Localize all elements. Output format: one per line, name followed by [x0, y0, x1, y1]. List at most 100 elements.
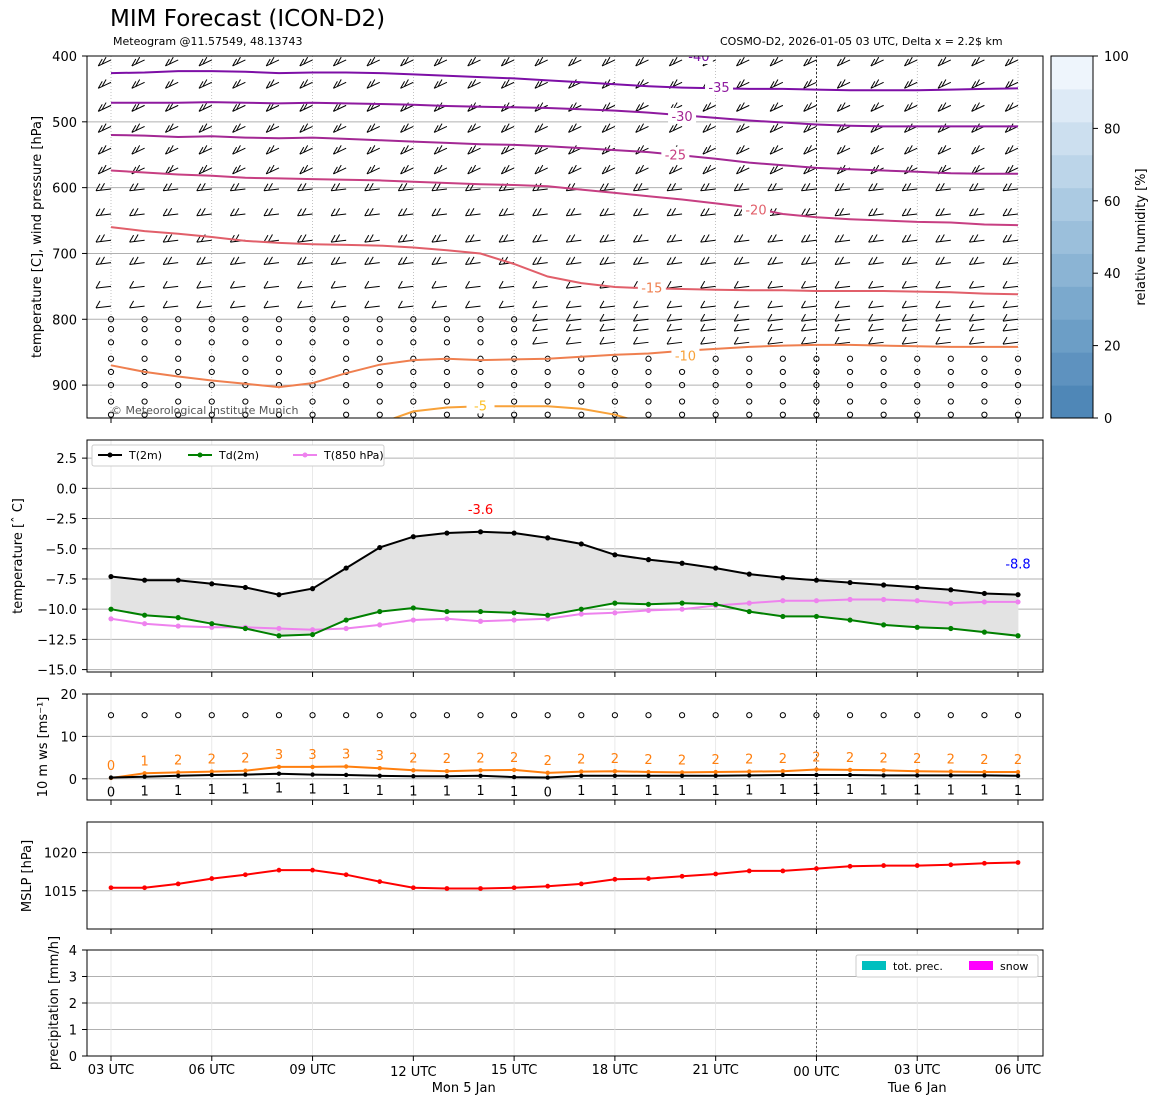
- wind-barb: [803, 56, 817, 67]
- wind-speed-label: 1: [1014, 784, 1022, 799]
- wind-barb: [700, 336, 716, 345]
- precipitation-panel: 0 1 2 3 4 precipitation [mm/h] tot. prec. sno…: [47, 936, 1044, 1070]
- gust-label: 2: [678, 753, 686, 768]
- wind-barb: [265, 123, 280, 133]
- calm-wind-marker: [779, 381, 786, 389]
- x-tick-label: 18 UTC: [592, 1063, 638, 1078]
- data-point: [142, 774, 147, 779]
- wind-barb: [364, 207, 380, 217]
- calm-wind-marker: [275, 316, 283, 323]
- wind-speed-label: 1: [140, 785, 148, 800]
- wind-barb: [599, 256, 615, 265]
- calm-wind-marker: [477, 326, 484, 333]
- y-tick-label: 20: [60, 688, 77, 703]
- calm-wind-marker: [880, 355, 887, 362]
- calm-wind-marker: [846, 411, 854, 418]
- humidity-field: [87, 56, 1043, 418]
- wind-barb: [534, 123, 548, 133]
- wind-speed-label: 1: [611, 784, 619, 799]
- y-tick-label: 4: [69, 944, 77, 959]
- data-point: [142, 885, 147, 891]
- data-point: [444, 768, 450, 774]
- colorbar-tick-label: 0: [1104, 412, 1112, 427]
- wind-barb: [332, 123, 347, 133]
- calm-wind-marker: [544, 398, 551, 405]
- wind-direction-marker: [275, 712, 283, 719]
- wind-barb: [196, 207, 212, 217]
- wind-barb: [332, 79, 347, 89]
- wind-barb: [901, 207, 918, 217]
- wind-barb: [736, 145, 750, 155]
- data-point: [411, 774, 416, 779]
- wind-barb: [635, 123, 649, 133]
- wind-direction-marker: [846, 712, 854, 719]
- data-point: [814, 866, 819, 872]
- legend-label: tot. prec.: [893, 960, 943, 973]
- wind-barb: [767, 182, 783, 192]
- wind-barb: [700, 234, 716, 243]
- data-point: [343, 764, 349, 769]
- series-line: [110, 765, 1018, 779]
- wind-speed-label: 1: [947, 783, 955, 798]
- calm-wind-marker: [343, 381, 350, 389]
- gust-label: 3: [275, 748, 283, 763]
- wind-barb: [803, 79, 817, 89]
- wind-barb: [97, 123, 112, 133]
- calm-wind-marker: [813, 355, 820, 362]
- calm-wind-marker: [376, 368, 383, 376]
- data-point: [579, 769, 584, 774]
- calm-wind-marker: [175, 326, 182, 333]
- wind-speed-label: 1: [644, 784, 652, 799]
- data-point: [747, 769, 752, 774]
- wind-barb: [532, 300, 548, 309]
- calm-wind-marker: [914, 355, 921, 362]
- wind-barb: [666, 207, 683, 217]
- wind-speed-label: 1: [510, 785, 518, 800]
- wind-barb: [968, 336, 985, 345]
- y-tick-label: 900: [52, 379, 77, 394]
- calm-wind-marker: [376, 339, 383, 346]
- wind-barb: [198, 56, 212, 67]
- colorbar-level: [1051, 385, 1093, 419]
- data-point: [881, 773, 886, 778]
- wind-barb: [1002, 182, 1019, 192]
- y-tick-label: 3: [69, 971, 77, 986]
- wind-barb: [229, 182, 246, 192]
- gust-label: 2: [544, 754, 552, 769]
- data-point: [478, 768, 483, 773]
- wind-barb: [364, 280, 380, 289]
- wind-barb: [433, 145, 448, 155]
- data-point: [309, 631, 316, 638]
- data-point: [444, 886, 450, 891]
- calm-wind-marker: [511, 326, 518, 333]
- data-point: [276, 592, 282, 598]
- calm-wind-marker: [511, 398, 518, 405]
- wind-barb: [1004, 102, 1019, 112]
- wind-barb: [532, 313, 548, 322]
- x-tick-label: 21 UTC: [692, 1063, 738, 1078]
- wind-barb: [700, 256, 716, 265]
- wind-barb: [431, 256, 447, 265]
- legend-marker: [302, 452, 308, 458]
- calm-wind-marker: [779, 355, 786, 362]
- wind-barb: [668, 56, 683, 67]
- mslp-ylabel: MSLP [hPa]: [20, 840, 35, 912]
- data-point: [511, 617, 517, 623]
- wind-barb: [366, 164, 380, 175]
- calm-wind-marker: [141, 339, 148, 346]
- wind-speed-label: 1: [745, 783, 753, 798]
- calm-wind-marker: [309, 316, 316, 323]
- wind-barb: [668, 123, 683, 133]
- wind-barb: [565, 323, 582, 332]
- wind-direction-marker: [141, 712, 148, 719]
- data-point: [175, 770, 181, 775]
- max-temp-label: -3.6: [468, 503, 493, 518]
- wind-barb: [803, 102, 817, 112]
- wind-direction-marker: [1014, 712, 1022, 719]
- humidity-colorbar: 0 20 40 60 80 100 relative humidity [%]: [1050, 50, 1149, 427]
- calm-wind-marker: [208, 368, 215, 376]
- y-tick-label: −5.0: [45, 543, 77, 558]
- data-point: [377, 773, 382, 779]
- wind-barb: [196, 182, 212, 192]
- calm-wind-marker: [746, 398, 753, 405]
